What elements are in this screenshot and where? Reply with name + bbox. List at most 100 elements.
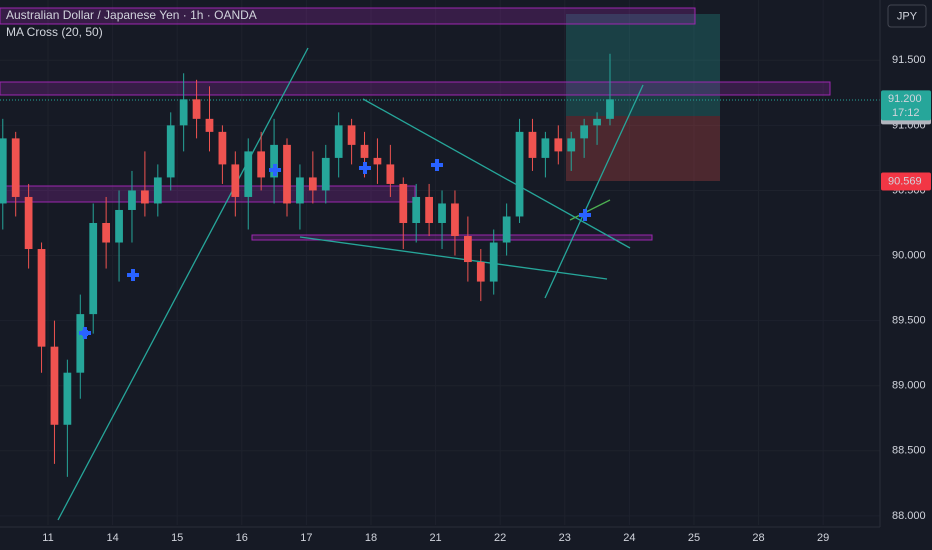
axes: 88.00088.50089.00089.50090.00090.50091.0… [42,54,931,544]
trendline [362,98,631,249]
currency-button[interactable] [887,4,927,28]
trendline [569,199,611,221]
x-tick-label: 18 [365,532,377,544]
x-tick-label: 28 [752,532,764,544]
candle-body [515,131,524,217]
candle-body [373,157,382,165]
candle-body [412,196,421,223]
cross-marker [127,269,139,281]
chart-title: Australian Dollar / Japanese Yen · 1h · … [6,8,257,22]
zone [0,7,696,25]
candle-body [489,242,498,282]
zone [0,81,831,96]
candle-body [24,196,33,250]
candle-body [218,131,227,165]
candle-body [399,183,408,223]
candle-body [451,203,459,237]
indicator-label: MA Cross (20, 50) [6,25,103,39]
candle-body [593,118,601,126]
y-tick-label: 89.000 [892,380,926,392]
candle-body [0,138,7,204]
target-zone [566,14,720,116]
candle-body [63,372,72,425]
candle-body [141,190,149,204]
candle-body [425,196,433,223]
candle-body [541,138,550,158]
y-tick-label: 88.000 [892,510,926,522]
candle-body [102,222,111,243]
x-tick-label: 14 [106,532,118,544]
candle-body [308,177,317,191]
price-label-box [881,172,931,191]
candle-body [528,131,537,158]
candle-body [128,190,136,210]
candle-body [153,177,162,204]
zone [0,185,416,203]
x-tick-label: 25 [688,532,700,544]
trendline [299,236,608,280]
y-tick-label: 91.000 [892,119,926,131]
cross-marker [431,159,443,171]
candle-body [76,314,85,373]
price-label: 91.200 [888,93,922,105]
candle-body [244,151,253,197]
cross-markers [79,159,591,339]
countdown: 17:12 [892,107,920,119]
x-tick-label: 15 [171,532,183,544]
price-label: 90.569 [888,175,922,187]
trendlines [57,47,644,521]
candle-body [554,138,563,152]
candle-body [321,157,330,191]
candle-body [347,125,356,145]
candle-body [567,138,576,152]
candle-body [580,125,589,139]
candle-body [360,144,369,158]
candle-body [270,144,278,178]
candle-body [50,346,59,425]
candle-body [476,262,485,282]
x-tick-label: 11 [42,532,53,544]
price-axis [880,0,932,550]
x-tick-label: 29 [817,532,829,544]
grid [0,0,880,525]
trendline [544,84,644,299]
candle-body [166,125,175,178]
price-label-box [881,90,931,121]
x-tick-label: 21 [429,532,441,544]
candle-body [334,125,343,158]
y-tick-label: 88.500 [892,445,926,457]
candle-body [89,222,98,315]
candle-body [11,138,20,197]
candle-body [283,144,291,204]
candle-body [438,203,446,223]
candle-body [463,236,472,263]
cross-marker [79,327,91,339]
x-tick-label: 22 [494,532,506,544]
candle-body [257,151,266,178]
y-tick-label: 91.500 [892,54,926,66]
cross-marker [359,162,371,174]
y-tick-label: 89.500 [892,315,926,327]
x-tick-label: 23 [559,532,571,544]
candle-body [606,99,614,119]
candle-body [231,164,240,197]
x-tick-label: 17 [300,532,312,544]
candle-body [502,216,511,243]
candle-body [386,164,395,184]
currency: JPY [897,10,918,22]
candles [0,53,614,477]
candle-body [205,118,214,132]
candle-body [37,249,46,347]
candle-body [179,99,188,126]
cross-marker [579,209,591,221]
stop-zone [566,116,720,181]
candle-body [115,209,123,243]
candle-body [296,177,304,204]
candle-body [192,99,201,119]
trendline [57,47,309,521]
x-tick-label: 16 [236,532,248,544]
y-tick-label: 90.000 [892,249,926,261]
